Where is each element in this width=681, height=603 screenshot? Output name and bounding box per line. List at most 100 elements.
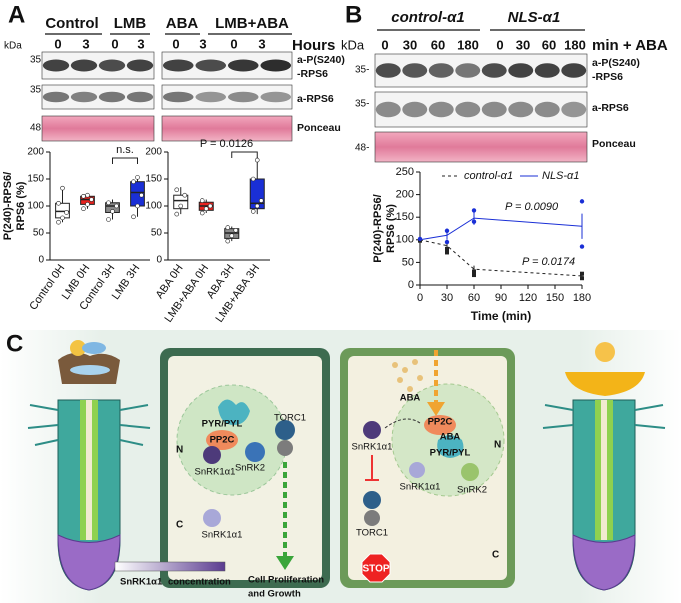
marker: 35: [30, 85, 42, 96]
lane: 3: [137, 36, 144, 51]
lane: 3: [258, 36, 265, 51]
point: [135, 203, 140, 209]
point: [580, 271, 584, 276]
point: [60, 185, 65, 191]
point: [445, 246, 449, 251]
y-axis-label: RPS6 (%): [385, 204, 397, 253]
point: [139, 192, 144, 198]
label: PP2C: [428, 417, 453, 428]
lane: 180: [457, 37, 479, 52]
band: [126, 59, 154, 72]
line: [419, 239, 583, 277]
y-tick-label: 100: [145, 201, 162, 212]
label: N: [494, 440, 501, 451]
legend-label: control-α1: [464, 170, 513, 182]
band: [534, 101, 560, 118]
blot: [374, 131, 588, 163]
row-label: a-RPS6: [592, 102, 629, 114]
colorbar: [114, 561, 226, 572]
point: [233, 228, 239, 233]
kda: kDa: [4, 41, 22, 52]
point: [203, 206, 209, 211]
point: [225, 225, 231, 230]
point: [114, 203, 119, 209]
band: [481, 101, 507, 118]
label: SnRK1α1: [352, 442, 393, 453]
lane: 0: [54, 36, 61, 51]
lane: 180: [564, 37, 586, 52]
y-tick-label: 200: [27, 147, 44, 158]
point: [250, 176, 256, 182]
row-label: a-RPS6: [297, 93, 334, 105]
point: [472, 273, 476, 278]
y-tick-label: 200: [396, 189, 414, 201]
band: [534, 63, 560, 78]
band: [260, 91, 292, 103]
panel-letter: A: [8, 1, 25, 28]
band: [375, 101, 401, 118]
band: [195, 59, 227, 72]
label: N: [176, 445, 183, 456]
x-tick-label: 30: [441, 292, 453, 304]
lane: 0: [496, 37, 503, 52]
group: ABA: [166, 15, 199, 32]
point: [471, 208, 477, 213]
band: [402, 101, 428, 118]
point: [60, 215, 65, 221]
annotation: n.s.: [116, 144, 134, 156]
label: C: [176, 520, 183, 531]
label: SnRK1α1: [202, 530, 243, 541]
lane: 3: [199, 36, 206, 51]
group: LMB: [114, 15, 147, 32]
point: [85, 202, 90, 207]
root-right: [542, 342, 666, 591]
label: Cell Proliferation: [248, 575, 324, 586]
row-label: Ponceau: [592, 138, 636, 150]
label: SnRK2: [457, 485, 487, 496]
lane: 30: [516, 37, 530, 52]
band: [195, 91, 227, 103]
x-tick-label: 60: [468, 292, 480, 304]
blot: [161, 115, 293, 142]
lane: 0: [381, 37, 388, 52]
lane: 0: [111, 36, 118, 51]
line: [419, 217, 583, 241]
label: and Growth: [248, 589, 301, 600]
group: control-α1: [391, 9, 464, 26]
point: [174, 211, 180, 217]
cell-left: [160, 348, 330, 588]
point: [131, 214, 136, 220]
point: [254, 157, 260, 163]
point: [472, 269, 476, 274]
legend-label: NLS-α1: [542, 170, 579, 182]
lane: 30: [403, 37, 417, 52]
point: [135, 175, 140, 180]
bracket: [112, 157, 138, 164]
root-left: [27, 340, 151, 591]
point: [258, 198, 264, 203]
point: [199, 210, 205, 216]
band: [126, 91, 154, 103]
point: [182, 192, 188, 198]
band: [70, 91, 98, 103]
point: [56, 201, 61, 206]
y-tick-label: 0: [38, 255, 44, 266]
point: [81, 193, 86, 199]
band: [227, 59, 259, 72]
point: [207, 203, 213, 209]
y-tick-label: 150: [27, 174, 44, 185]
lane: 3: [82, 36, 89, 51]
point: [178, 203, 184, 209]
y-tick-label: 150: [396, 211, 414, 223]
x-tick-label: 0: [417, 292, 423, 304]
marker: 48: [30, 123, 42, 134]
point: [64, 210, 69, 215]
y-axis-label: RPS6 (%): [15, 181, 27, 230]
point: [471, 219, 477, 224]
y-tick-label: 250: [396, 166, 414, 178]
band: [508, 101, 534, 118]
bracket: [231, 151, 258, 158]
condition: min + ABA: [592, 37, 668, 54]
band: [42, 91, 70, 103]
